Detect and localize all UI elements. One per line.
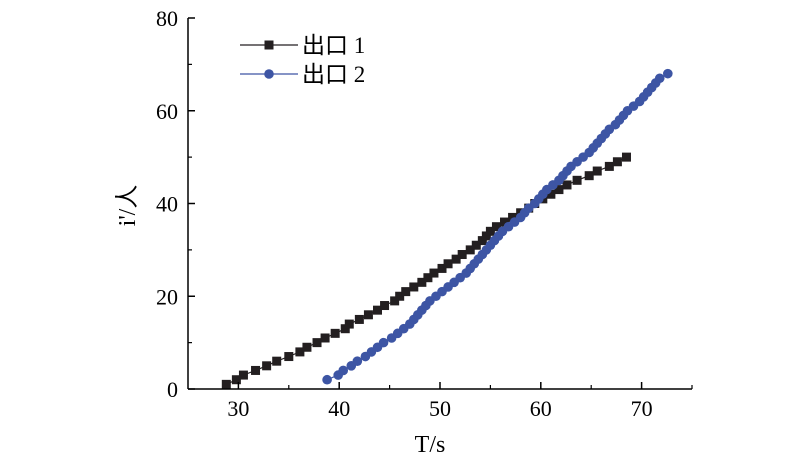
data-point <box>562 180 572 190</box>
x-tick-label: 50 <box>429 396 451 421</box>
x-tick-label: 30 <box>227 396 249 421</box>
data-point <box>338 365 349 376</box>
data-point <box>429 268 439 278</box>
legend-marker <box>264 40 274 50</box>
data-point <box>508 212 518 222</box>
legend-label: 出口 2 <box>302 62 365 87</box>
data-point <box>604 161 614 171</box>
x-ticks: 30 40 50 60 70 <box>227 382 693 421</box>
data-point <box>284 352 294 362</box>
x-tick-label: 60 <box>530 396 552 421</box>
data-point <box>401 287 411 297</box>
data-point <box>352 356 363 366</box>
data-point <box>320 333 330 343</box>
legend-label: 出口 1 <box>302 33 365 58</box>
data-point <box>322 374 332 385</box>
data-point <box>272 356 282 366</box>
data-point <box>295 347 305 357</box>
data-point <box>417 277 427 287</box>
legend-marker <box>264 69 274 79</box>
data-point <box>395 291 405 301</box>
data-point <box>481 231 491 241</box>
y-tick-label: 20 <box>156 284 178 309</box>
data-point <box>344 319 354 329</box>
data-point <box>380 301 390 311</box>
series-layer <box>221 68 673 389</box>
y-tick-label: 80 <box>156 6 178 31</box>
data-point <box>485 226 495 236</box>
data-point <box>477 236 487 246</box>
data-point <box>457 250 467 260</box>
data-point <box>373 305 383 315</box>
data-point <box>251 365 261 375</box>
y-tick-label: 0 <box>167 377 178 402</box>
series-2 <box>322 68 673 385</box>
data-point <box>654 73 665 84</box>
data-point <box>363 310 373 320</box>
y-ticks: 0 20 40 60 80 <box>156 6 195 402</box>
series-line <box>226 156 627 385</box>
data-point <box>621 152 631 162</box>
x-tick-label: 70 <box>631 396 653 421</box>
data-point <box>546 189 556 199</box>
data-point <box>378 337 389 348</box>
data-point <box>500 217 510 227</box>
x-tick-label: 40 <box>328 396 350 421</box>
data-point <box>221 379 231 389</box>
data-point <box>390 296 400 306</box>
legend-item: 出口 1 <box>240 33 365 58</box>
data-point <box>340 324 350 334</box>
data-point <box>238 370 248 380</box>
data-point <box>491 222 501 232</box>
legend: 出口 1 出口 2 <box>240 33 365 87</box>
data-point <box>451 254 461 264</box>
data-point <box>584 171 594 181</box>
data-point <box>354 314 364 324</box>
data-point <box>231 375 241 385</box>
y-tick-label: 40 <box>156 192 178 217</box>
data-point <box>302 342 312 352</box>
data-point <box>554 185 564 195</box>
x-axis-title: T/s <box>415 432 446 458</box>
data-point <box>423 273 433 283</box>
data-point <box>663 68 673 79</box>
data-point <box>443 259 453 269</box>
data-point <box>437 263 447 273</box>
y-tick-label: 60 <box>156 99 178 124</box>
data-point <box>312 338 322 348</box>
data-point <box>409 282 419 292</box>
axes-layer: 30 40 50 60 70 0 20 40 60 80 <box>156 6 693 421</box>
data-point <box>471 240 481 250</box>
data-point <box>572 175 582 185</box>
series-1 <box>221 152 631 389</box>
legend-item: 出口 2 <box>240 62 365 87</box>
data-point <box>465 245 475 255</box>
data-point <box>612 157 622 167</box>
y-axis-title: i'/人 <box>115 185 141 227</box>
data-point <box>592 166 602 176</box>
data-point <box>262 361 272 371</box>
data-point <box>330 328 340 338</box>
